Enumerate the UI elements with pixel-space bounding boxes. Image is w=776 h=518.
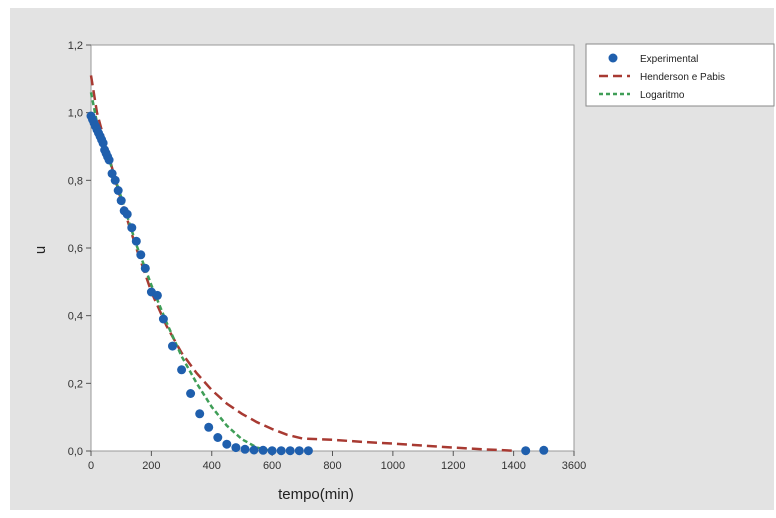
- y-tick-label: 0,8: [68, 175, 83, 187]
- y-axis-ticks: 0,0 0,2 0,4 0,6 0,8 1,0 1,2: [68, 40, 91, 458]
- y-tick-label: 0,6: [68, 243, 83, 255]
- data-point: [204, 422, 214, 432]
- data-point: [113, 186, 123, 195]
- data-point: [98, 138, 108, 148]
- legend: Experimental Henderson e Pabis Logaritmo: [585, 43, 775, 107]
- data-point: [152, 290, 162, 300]
- data-point: [240, 444, 250, 454]
- x-axis-title: tempo(min): [278, 486, 354, 503]
- data-point: [303, 446, 313, 456]
- data-point: [539, 445, 549, 455]
- x-tick-label: 1000: [381, 460, 405, 472]
- plot-area: [90, 44, 575, 452]
- data-point: [110, 175, 120, 185]
- data-point: [131, 236, 141, 246]
- data-point: [127, 223, 137, 233]
- data-point: [168, 341, 177, 351]
- data-point: [231, 443, 241, 453]
- x-tick-label: 200: [142, 460, 160, 472]
- data-point: [177, 365, 187, 375]
- x-tick-label: 800: [323, 460, 341, 472]
- y-tick-label: 0,0: [68, 446, 83, 458]
- data-point: [122, 209, 132, 219]
- data-point: [195, 409, 205, 419]
- data-point: [213, 433, 223, 442]
- data-point: [136, 250, 146, 260]
- y-tick-label: 0,4: [68, 311, 83, 323]
- data-point: [267, 446, 277, 456]
- data-point: [294, 446, 304, 456]
- data-point: [222, 439, 232, 449]
- y-tick-label: 1,2: [68, 40, 83, 52]
- data-point: [285, 446, 295, 456]
- data-point: [521, 446, 531, 456]
- x-tick-label: 1400: [501, 460, 525, 472]
- x-tick-label: 400: [203, 460, 221, 472]
- data-point: [186, 389, 196, 398]
- x-tick-label: 0: [88, 460, 94, 472]
- series-points: [86, 111, 549, 456]
- y-tick-label: 1,0: [68, 108, 83, 120]
- legend-marker-experimental: [608, 53, 618, 63]
- x-tick-label: 1200: [441, 460, 465, 472]
- y-tick-label: 0,2: [68, 378, 83, 390]
- x-tick-label: 3600: [562, 460, 586, 472]
- legend-label-logaritmo: Logaritmo: [640, 90, 685, 101]
- data-point: [104, 155, 114, 165]
- legend-label-experimental: Experimental: [640, 54, 698, 65]
- data-point: [249, 445, 259, 455]
- x-tick-label: 600: [263, 460, 281, 472]
- y-axis-title: u: [32, 246, 49, 254]
- legend-label-henderson-pabis: Henderson e Pabis: [640, 72, 725, 83]
- data-point: [258, 445, 268, 455]
- data-point: [158, 314, 168, 324]
- data-point: [116, 196, 126, 206]
- data-point: [140, 263, 150, 273]
- data-point: [107, 169, 117, 179]
- x-axis-ticks: 0 200 400 600 800 1000 1200 1400 3600: [88, 451, 586, 472]
- series-line-henderson-e-pabis: [89, 75, 514, 452]
- data-point: [276, 446, 286, 456]
